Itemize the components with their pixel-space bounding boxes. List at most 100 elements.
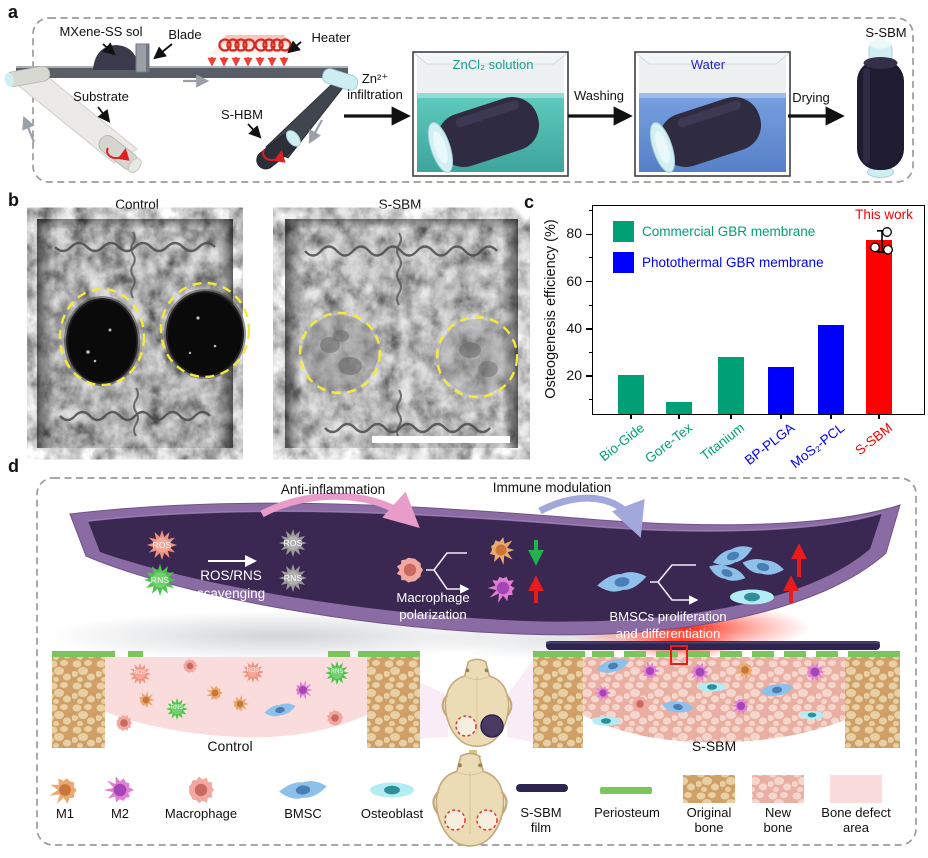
infiltration-label: infiltration [347,87,403,102]
ssbm-ct-title: S-SBM [378,197,422,212]
periosteum-ssbm [533,651,900,657]
m1-cell-icon [489,537,515,565]
defect-healed-icon [476,809,498,831]
water-label: Water [690,57,726,72]
shbm-label: S-HBM [221,107,263,122]
ssbm-film-legend-icon [516,784,568,792]
m1-cell-icon [139,690,156,708]
rewind-roller-shbm [256,130,301,170]
conveyor-belt [16,68,348,78]
panel-d-label: d [8,456,19,476]
bmsc-legend-icon [279,781,327,799]
rns-icon [325,661,349,685]
defect-open-icon [455,715,477,737]
roll-to-roll-coater [4,35,359,173]
panel-d-border [36,477,917,846]
original-bone-legend-icon [683,775,735,803]
panel-b-graphic [37,219,519,448]
rns-small-label: RNS [170,705,184,711]
m1-cell-icon [735,662,753,679]
legend-cell-icons [49,776,414,804]
ros-small-label: ROS [133,670,147,676]
legend-bmsc-label: BMSC [284,806,322,821]
bar-Titanium [718,357,744,414]
panel-a-border [32,17,914,183]
macrophage-polarization-line1: Macrophage [396,590,470,605]
m2-cell-icon [295,680,313,700]
membrane-roll-in-tank [649,97,762,173]
m2-legend-icon [103,776,134,803]
y-minor-tick-mark [589,210,593,212]
scavenging-label-line1: ROS/RNS [200,568,262,583]
defect-circle-marker [58,287,146,387]
rns-small-label: RNS [330,669,344,675]
washing-label: Washing [573,88,625,103]
osteoblast-cell-icon [800,710,824,720]
m1-cell-icon [233,694,250,712]
blade-label: Blade [168,27,202,42]
original-bone-left [533,657,583,748]
m2-cell-icon [593,685,611,700]
defect-circle-marker [159,281,251,379]
polarization-fork [426,552,467,589]
bmsc-cell-icon [264,703,296,717]
bmsc-cell-icon [713,546,753,566]
legend-label-commercial: Commercial GBR membrane [642,224,816,239]
differentiation-fork [650,564,696,600]
legend-new-bone-label: New bone [763,805,793,835]
ros-icon [129,663,151,685]
substrate-label: Substrate [73,89,129,104]
y-tick-label: 80 [566,225,582,242]
bmsc-cell-icon [709,564,746,581]
x-tick-mark [678,414,680,419]
original-bone-right [367,657,420,748]
heater-label: Heater [311,30,351,45]
ros-label: ROS [152,540,172,550]
panel-c-label: c [524,192,535,212]
drying-label: Drying [792,90,830,105]
periosteum-legend-icon [600,787,652,794]
rns-icon [166,698,188,720]
control-defect-right [164,289,246,379]
annotation-arrows [97,40,302,139]
y-tick-mark [586,233,593,236]
zncl2-tank [411,51,570,177]
macrophage-cell-icon [396,557,423,583]
osteoblast-cell-icon [698,682,726,692]
bone-defect-legend-icon [830,775,882,803]
ros-small-label: ROS [246,668,260,674]
skull-before [441,658,513,748]
ros-icon [242,661,264,683]
scavenging-label-line2: scavenging [196,586,266,601]
water-tank [633,51,792,177]
bmsc-cell-icon [742,559,784,575]
anti-inflammation-label: Anti-inflammation [280,482,386,497]
macrophage-polarization-line2: polarization [399,607,467,622]
bar-Bio-Gide [618,375,644,414]
m2-cell-icon [640,661,661,679]
heater-unit [207,35,302,67]
zn-label: Zn²⁺ [361,71,389,86]
control-ct-image [37,219,251,448]
m2-cell-icon [487,576,515,603]
macrophage-cell-icon [632,695,649,712]
legend-macrophage-label: Macrophage [164,806,238,821]
x-tick-mark [830,414,832,419]
m2-cell-icon [731,698,749,716]
legend-original-bone-label: Original bone [686,805,732,835]
immune-modulation-label: Immune modulation [492,480,612,495]
y-tick-label: 60 [566,272,582,289]
new-bone-legend-icon [752,775,804,803]
y-minor-tick-mark [589,304,593,306]
panel-a-graphic [4,17,914,183]
bar-S-SBM [866,240,892,414]
x-tick-mark [878,414,880,419]
bmsc-cell-icon [596,658,630,673]
scale-bar [372,436,510,443]
bmsc-caption-line2: and differentiation [615,626,721,641]
anti-inflammation-arrow [260,491,420,529]
control-section-label: Control [207,738,253,754]
macrophage-legend-icon [189,776,215,804]
ssbm-defect-left [302,315,378,391]
ssbm-defect-right [439,319,515,395]
